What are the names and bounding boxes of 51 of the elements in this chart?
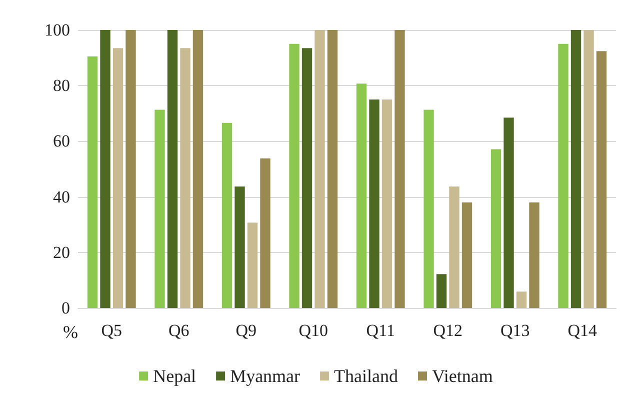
bar xyxy=(570,30,582,308)
y-tick-label: 80 xyxy=(53,76,70,96)
y-axis-title: % xyxy=(63,322,78,342)
bar xyxy=(126,30,136,308)
bar xyxy=(247,222,258,308)
bar xyxy=(394,30,405,308)
bar xyxy=(382,100,392,308)
bar xyxy=(356,84,367,308)
bar xyxy=(462,202,472,308)
bar xyxy=(167,30,178,308)
bar xyxy=(369,100,380,308)
y-tick-label: 20 xyxy=(53,242,70,262)
bar xyxy=(436,274,447,308)
bar xyxy=(112,48,124,308)
x-tick-label: Q13 xyxy=(500,321,530,340)
bar xyxy=(596,51,607,308)
bar xyxy=(100,30,110,308)
bar xyxy=(154,110,165,308)
bar xyxy=(558,44,568,308)
x-tick-label: Q5 xyxy=(101,321,122,340)
bar xyxy=(234,186,245,308)
y-tick-label: 100 xyxy=(44,20,70,40)
bar xyxy=(87,56,98,308)
legend-label: Vietnam xyxy=(432,366,493,386)
legend-label: Nepal xyxy=(153,366,196,386)
y-tick-label: 0 xyxy=(62,298,70,318)
legend-label: Thailand xyxy=(334,366,398,386)
bar xyxy=(289,44,300,308)
y-tick-label: 40 xyxy=(53,187,70,206)
x-tick-label: Q14 xyxy=(568,321,598,340)
x-tick-label: Q9 xyxy=(236,321,257,340)
x-tick-label: Q10 xyxy=(298,321,328,340)
bar xyxy=(222,122,232,308)
bar xyxy=(314,30,325,308)
bar xyxy=(192,30,204,308)
bar xyxy=(449,186,460,308)
bar xyxy=(529,202,540,308)
x-tick-label: Q12 xyxy=(433,321,463,340)
x-tick-label: Q11 xyxy=(366,321,395,340)
legend-label: Myanmar xyxy=(230,366,300,386)
bar xyxy=(490,149,502,308)
y-tick-label: 60 xyxy=(53,132,70,151)
bar xyxy=(516,292,527,308)
bar xyxy=(327,30,338,308)
bar xyxy=(260,158,270,308)
bar xyxy=(504,118,514,308)
bar xyxy=(180,48,190,308)
bar xyxy=(424,110,434,308)
bar xyxy=(302,48,312,308)
x-tick-label: Q6 xyxy=(168,321,190,340)
bar xyxy=(584,30,594,308)
